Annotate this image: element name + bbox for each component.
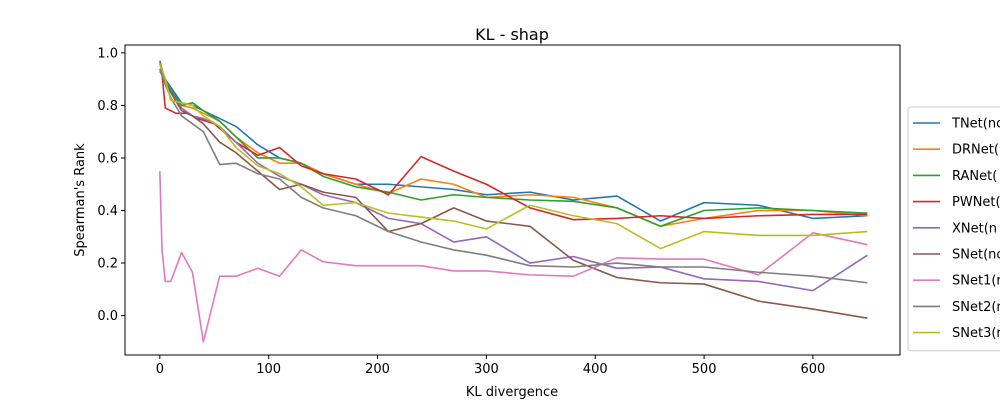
legend: TNet(no DRNet( RANet( PWNet( XNet(n SNet(no SN… — [907, 106, 1000, 352]
y-tick-label: 0.8 — [97, 99, 118, 114]
chart-title: KL - shap — [475, 25, 549, 44]
series-line-6 — [159, 171, 868, 343]
y-tick-label: 1.0 — [97, 46, 118, 61]
legend-box — [907, 106, 1000, 352]
legend-label: SNet1(r — [952, 274, 1000, 289]
y-axis: 0.0 0.2 0.4 0.6 0.8 1.0 — [97, 46, 125, 324]
x-tick-label: 0 — [156, 362, 164, 377]
y-tick-label: 0.6 — [97, 151, 118, 166]
legend-label: TNet(no — [951, 117, 1000, 132]
legend-label: SNet3(r — [952, 326, 1000, 341]
y-axis-label: Spearman's Rank — [73, 143, 88, 257]
y-tick-label: 0.4 — [97, 204, 118, 219]
x-tick-label: 500 — [692, 362, 717, 377]
legend-label: SNet(no — [952, 248, 1000, 263]
x-tick-label: 400 — [583, 362, 608, 377]
y-tick-label: 0.0 — [97, 309, 118, 324]
series-line-7 — [159, 68, 868, 284]
x-axis-label: KL divergence — [466, 385, 558, 400]
legend-label: PWNet( — [952, 195, 1000, 210]
legend-label: RANet( — [952, 169, 997, 184]
y-tick-label: 0.2 — [97, 257, 118, 272]
plot-lines — [159, 60, 868, 343]
legend-label: XNet(n — [952, 221, 997, 236]
legend-label: SNet2(r — [952, 300, 1000, 315]
legend-label: DRNet( — [952, 143, 999, 158]
series-line-5 — [159, 60, 868, 320]
plot-frame — [124, 44, 901, 356]
x-tick-label: 600 — [801, 362, 826, 377]
series-line-2 — [159, 63, 868, 228]
x-tick-label: 200 — [365, 362, 390, 377]
x-tick-label: 300 — [474, 362, 499, 377]
x-axis: 0 100 200 300 400 500 600 — [156, 355, 826, 377]
x-tick-label: 100 — [256, 362, 281, 377]
series-line-8 — [159, 63, 868, 250]
